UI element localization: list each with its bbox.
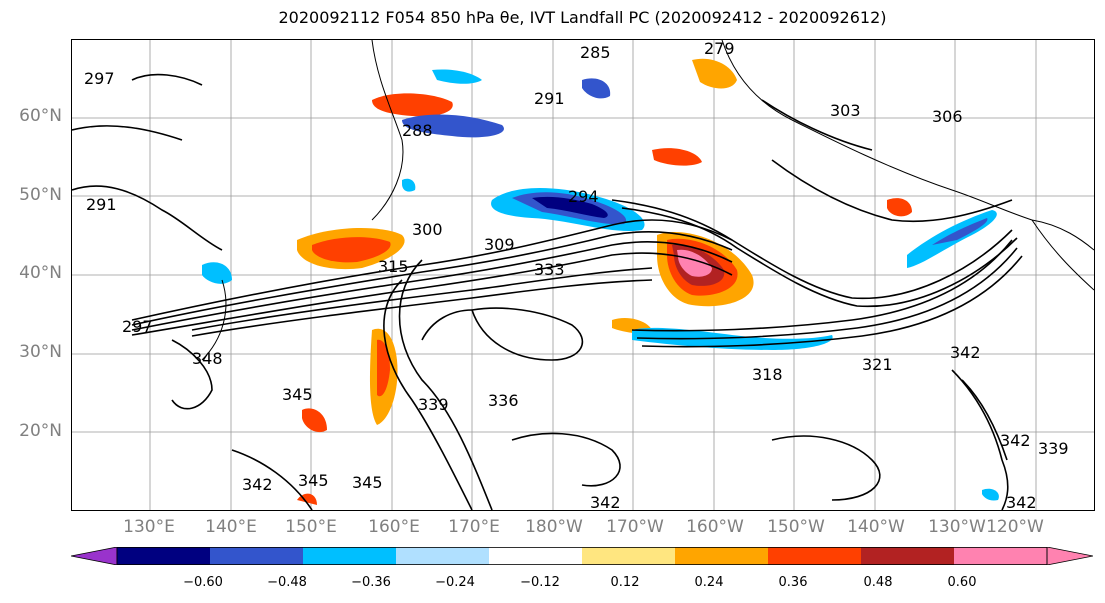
graticule <box>72 40 1094 510</box>
colorbar-border <box>116 547 1048 565</box>
lon-label-150w: 150°W <box>767 517 825 537</box>
contour-label: 342 <box>590 493 621 510</box>
lon-label-120w: 120°W <box>986 517 1044 537</box>
colorbar-segment <box>303 547 397 565</box>
contour-label: 339 <box>418 395 449 414</box>
lon-label-130w: 130°W <box>928 517 986 537</box>
lon-label-160e: 160°E <box>368 517 420 537</box>
map-title: 2020092112 F054 850 hPa θe, IVT Landfall… <box>278 8 887 27</box>
lat-label-40n: 40°N <box>19 263 62 283</box>
contour-label: 303 <box>830 101 861 120</box>
lon-label-160w: 160°W <box>686 517 744 537</box>
colorbar-segment <box>675 547 769 565</box>
lon-label-140w: 140°W <box>847 517 905 537</box>
contour-label: 342 <box>950 343 981 362</box>
lon-label-180w: 180°W <box>525 517 583 537</box>
colorbar-segment <box>861 547 955 565</box>
lon-label-170e: 170°E <box>448 517 500 537</box>
lon-label-170w: 170°W <box>606 517 664 537</box>
colorbar-tick-label: 0.60 <box>947 575 977 590</box>
contour-label: 342 <box>1000 431 1031 450</box>
colorbar-tick-label: −0.48 <box>267 575 307 590</box>
contour-label: 345 <box>298 471 329 490</box>
colorbar-extend-high <box>1046 547 1093 565</box>
contour-label: 345 <box>282 385 313 404</box>
contour-label: 309 <box>484 235 515 254</box>
contour-label: 342 <box>1006 493 1037 510</box>
colorbar-segment <box>396 547 490 565</box>
contour-label: 321 <box>862 355 893 374</box>
contour-label: 336 <box>488 391 519 410</box>
contour-labels: 297 285 279 291 288 300 309 333 315 348 … <box>84 40 1069 510</box>
lat-label-20n: 20°N <box>19 421 62 441</box>
contour-label: 333 <box>534 260 565 279</box>
colorbar-tick-label: −0.24 <box>435 575 475 590</box>
colorbar-tick-label: 0.48 <box>863 575 893 590</box>
contour-label: 291 <box>86 195 117 214</box>
contour-label: 279 <box>704 40 735 58</box>
contour-label: 318 <box>752 365 783 384</box>
contour-label: 315 <box>378 257 409 276</box>
contour-label: 297 <box>84 69 115 88</box>
colorbar-segments <box>71 547 1093 565</box>
lon-label-140e: 140°E <box>205 517 257 537</box>
contour-label: 300 <box>412 220 443 239</box>
colorbar-segment <box>954 547 1048 565</box>
colorbar-segment <box>768 547 862 565</box>
lon-label-150e: 150°E <box>285 517 337 537</box>
coastlines <box>201 40 1094 361</box>
contour-label: 342 <box>242 475 273 494</box>
map-canvas: 297 285 279 291 288 300 309 333 315 348 … <box>72 40 1094 510</box>
contour-label: 294 <box>568 187 599 206</box>
colorbar-segment <box>489 547 583 565</box>
lon-label-130e: 130°E <box>123 517 175 537</box>
map-panel: 297 285 279 291 288 300 309 333 315 348 … <box>71 39 1095 511</box>
colorbar-tick-label: −0.12 <box>520 575 560 590</box>
lat-label-30n: 30°N <box>19 342 62 362</box>
contour-label: 297 <box>122 317 153 336</box>
colorbar <box>71 547 1093 565</box>
colorbar-tick-label: 0.12 <box>610 575 640 590</box>
contour-label: 288 <box>402 121 433 140</box>
colorbar-segment <box>582 547 676 565</box>
pc-shading <box>202 58 999 505</box>
theta-e-contours <box>72 73 1023 510</box>
colorbar-tick-label: 0.36 <box>778 575 808 590</box>
colorbar-segment <box>117 547 211 565</box>
lat-label-50n: 50°N <box>19 185 62 205</box>
colorbar-segment <box>210 547 304 565</box>
colorbar-tick-label: −0.60 <box>183 575 223 590</box>
colorbar-tick-label: 0.24 <box>694 575 724 590</box>
contour-label: 339 <box>1038 439 1069 458</box>
colorbar-extend-low <box>71 547 118 565</box>
contour-label: 306 <box>932 107 963 126</box>
contour-label: 345 <box>352 473 383 492</box>
contour-label: 348 <box>192 349 223 368</box>
colorbar-tick-label: −0.36 <box>351 575 391 590</box>
contour-label: 285 <box>580 43 611 62</box>
contour-label: 291 <box>534 89 565 108</box>
lat-label-60n: 60°N <box>19 106 62 126</box>
